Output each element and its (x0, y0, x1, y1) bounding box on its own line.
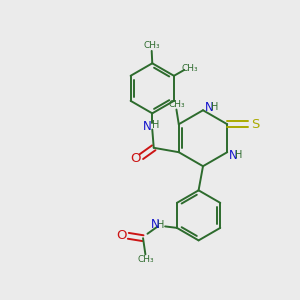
Text: H: H (152, 120, 159, 130)
Text: H: H (235, 150, 243, 160)
Text: CH₃: CH₃ (143, 41, 160, 50)
Text: N: N (142, 119, 152, 133)
Text: N: N (151, 218, 160, 231)
Text: S: S (251, 118, 259, 131)
Text: O: O (130, 152, 141, 165)
Text: CH₃: CH₃ (137, 255, 154, 264)
Text: CH₃: CH₃ (182, 64, 199, 73)
Text: N: N (205, 101, 214, 114)
Text: H: H (211, 102, 218, 112)
Text: H: H (157, 220, 164, 230)
Text: N: N (229, 149, 238, 162)
Text: CH₃: CH₃ (168, 100, 185, 109)
Text: O: O (117, 229, 127, 242)
